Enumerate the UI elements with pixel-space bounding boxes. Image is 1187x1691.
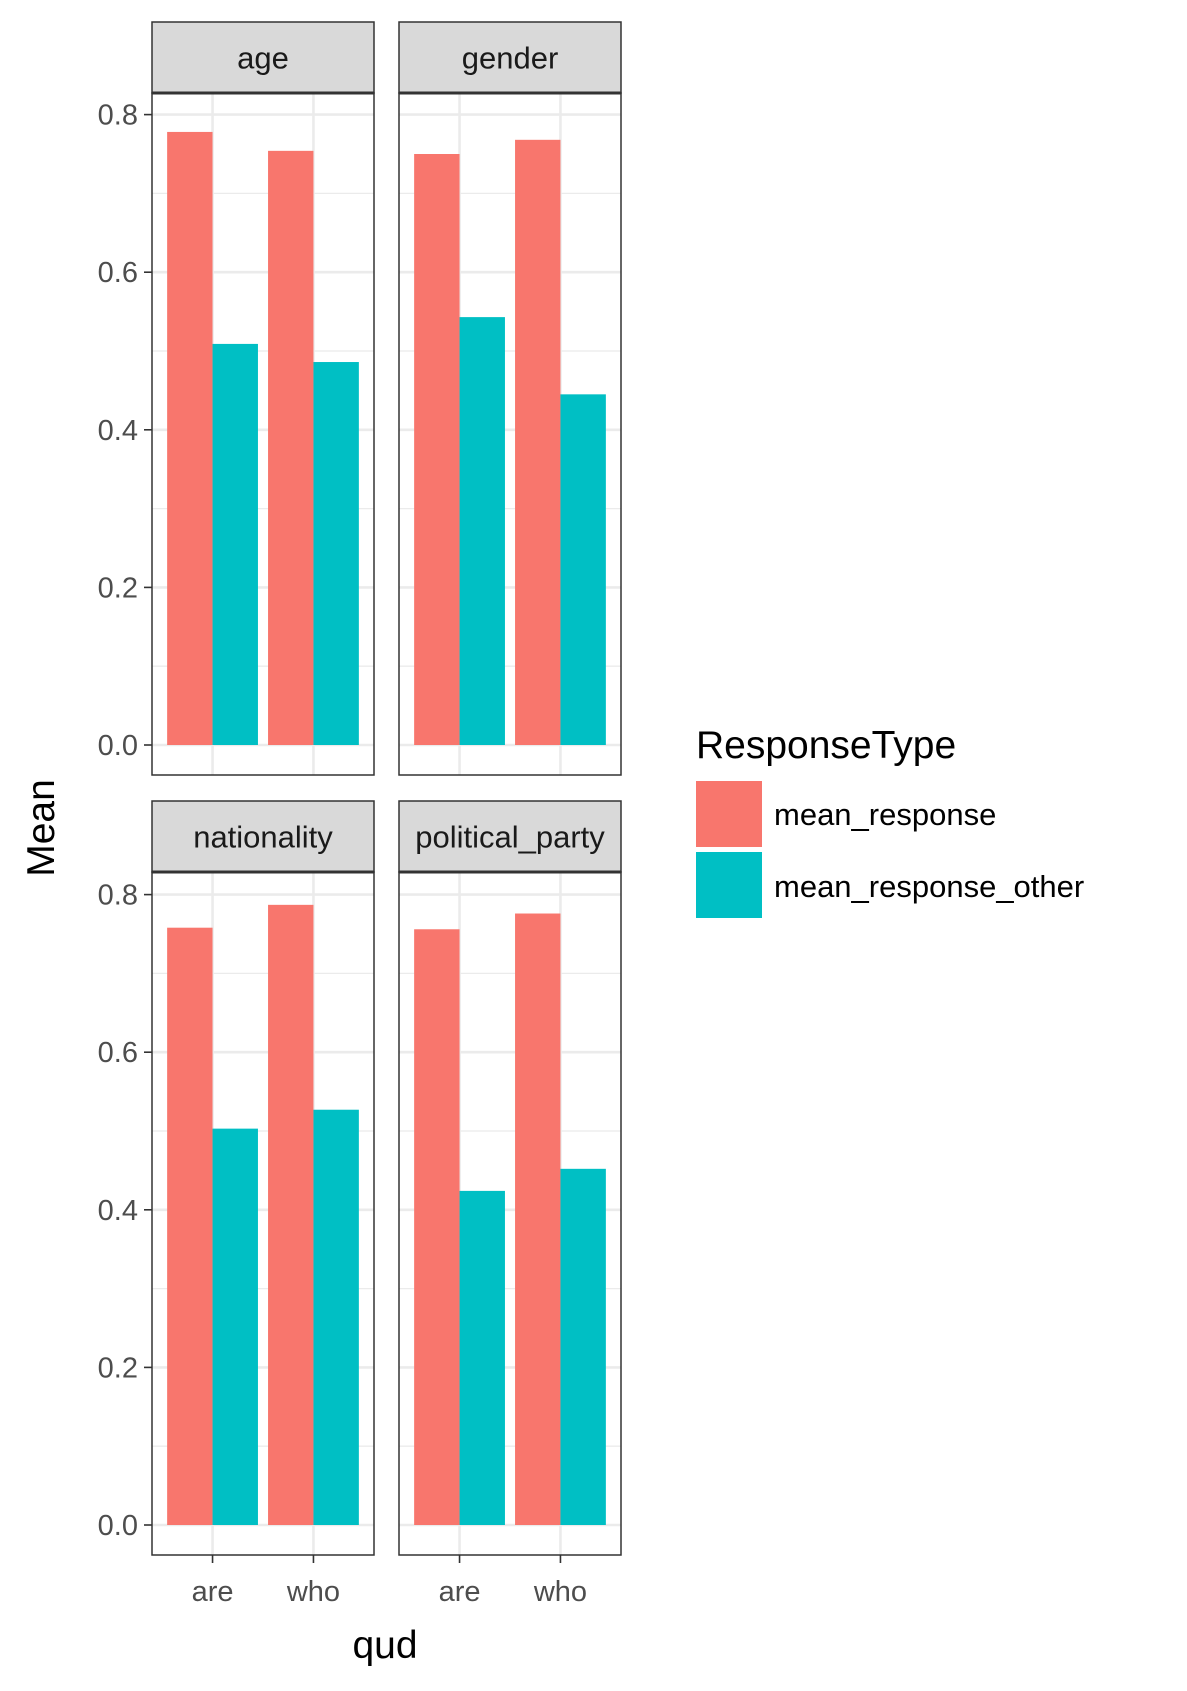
- bar-gender-who-mean-response: [515, 139, 561, 746]
- x-tick-label-are: are: [439, 1576, 481, 1608]
- y-axis-title: Mean: [20, 779, 63, 877]
- bar-political-party-are-mean-response-other: [459, 1190, 505, 1525]
- strip-label-age: age: [237, 41, 289, 76]
- y-tick-label: 0.4: [98, 415, 138, 447]
- bar-nationality-who-mean-response-other: [313, 1109, 359, 1525]
- facet-nationality: nationality: [151, 800, 375, 1556]
- bar-age-who-mean-response: [268, 150, 314, 745]
- y-tick-label: 0.8: [98, 100, 138, 132]
- bar-age-who-mean-response-other: [313, 362, 359, 745]
- facet-political-party: political_party: [398, 800, 622, 1556]
- bar-nationality-are-mean-response: [167, 927, 213, 1525]
- y-axes: 0.0 0.2 0.4 0.6 0.8 0.0 0.2 0.4 0.6 0.8: [98, 100, 152, 1542]
- y-tick-label: 0.6: [98, 1037, 138, 1069]
- facet-age: age: [151, 21, 375, 776]
- x-tick-label-who: who: [286, 1576, 340, 1608]
- y-tick-label: 0.4: [98, 1195, 138, 1227]
- y-tick-label: 0.0: [98, 730, 138, 762]
- legend-label-mean-response-other: mean_response_other: [774, 869, 1084, 904]
- x-tick-label-are: are: [192, 1576, 234, 1608]
- y-tick-label: 0.2: [98, 1352, 138, 1384]
- x-tick-label-who: who: [533, 1576, 587, 1608]
- strip-gender: [398, 21, 622, 94]
- facet-panels: age gender nationality political_party: [151, 21, 622, 1556]
- bar-age-are-mean-response: [167, 131, 213, 745]
- strip-label-nationality: nationality: [193, 820, 333, 855]
- y-tick-label: 0.6: [98, 257, 138, 289]
- bar-political-party-are-mean-response: [414, 929, 460, 1525]
- legend-label-mean-response: mean_response: [774, 797, 996, 832]
- legend-key-mean-response: [696, 781, 762, 847]
- bar-gender-who-mean-response-other: [560, 394, 606, 745]
- bar-gender-are-mean-response-other: [459, 317, 505, 745]
- x-axes: are who are who: [192, 1555, 587, 1608]
- legend: ResponseType mean_response mean_response…: [696, 724, 1084, 918]
- bar-nationality-who-mean-response: [268, 904, 314, 1525]
- bar-gender-are-mean-response: [414, 154, 460, 745]
- y-tick-label: 0.8: [98, 880, 138, 912]
- y-tick-label: 0.2: [98, 572, 138, 604]
- y-tick-label: 0.0: [98, 1510, 138, 1542]
- strip-label-political-party: political_party: [415, 820, 605, 855]
- strip-nationality: [151, 800, 375, 873]
- strip-label-gender: gender: [462, 41, 559, 76]
- strip-political-party: [398, 800, 622, 873]
- legend-key-mean-response-other: [696, 852, 762, 918]
- strip-age: [151, 21, 375, 94]
- bar-nationality-are-mean-response-other: [212, 1128, 258, 1525]
- x-axis-title: qud: [352, 1624, 417, 1667]
- facet-gender: gender: [398, 21, 622, 776]
- bar-political-party-who-mean-response: [515, 913, 561, 1525]
- legend-title: ResponseType: [696, 724, 956, 767]
- bar-political-party-who-mean-response-other: [560, 1168, 606, 1525]
- bar-age-are-mean-response-other: [212, 343, 258, 745]
